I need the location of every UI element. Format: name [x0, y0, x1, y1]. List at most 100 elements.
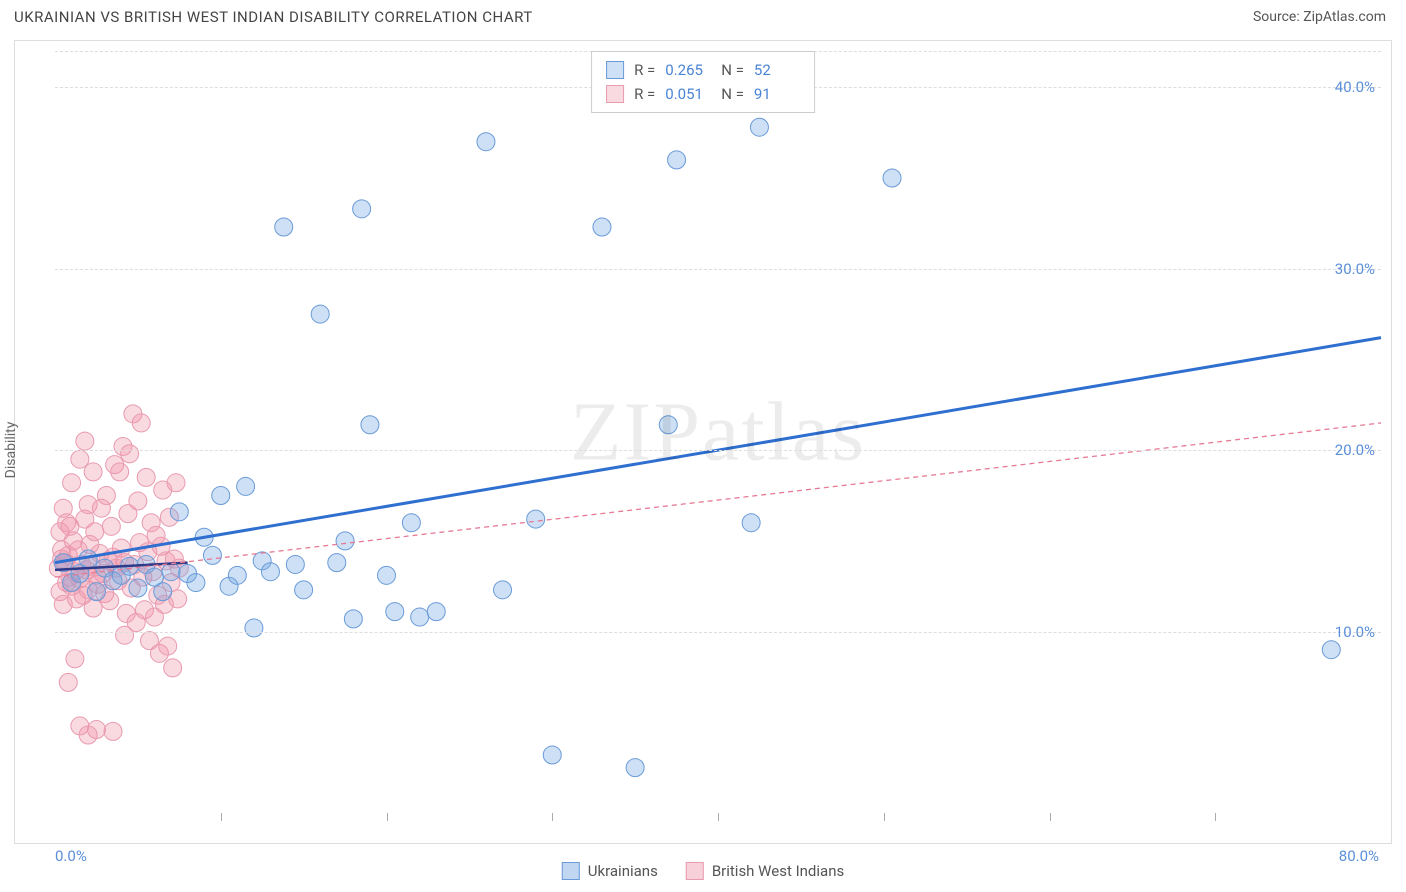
scatter-point — [237, 477, 255, 495]
scatter-point — [212, 487, 230, 505]
scatter-point — [203, 546, 221, 564]
source-label: Source: ZipAtlas.com — [1253, 9, 1386, 25]
scatter-point — [159, 637, 177, 655]
scatter-point — [132, 414, 150, 432]
legend-label: Ukrainians — [588, 862, 658, 880]
scatter-point — [76, 432, 94, 450]
scatter-point — [121, 445, 139, 463]
y-tick-label: 40.0% — [1335, 78, 1375, 96]
stat-r-label: R = — [634, 82, 655, 106]
y-tick-label: 10.0% — [1335, 623, 1375, 641]
stats-legend-row: R = 0.265 N = 52 — [606, 58, 800, 82]
scatter-point — [286, 555, 304, 573]
legend-swatch — [686, 862, 704, 880]
legend-swatch — [606, 85, 624, 103]
scatter-point — [353, 200, 371, 218]
chart-title: UKRAINIAN VS BRITISH WEST INDIAN DISABIL… — [14, 8, 533, 26]
scatter-point — [79, 496, 97, 514]
scatter-point — [742, 514, 760, 532]
scatter-point — [129, 579, 147, 597]
scatter-point — [59, 673, 77, 691]
y-axis-label: Disability — [3, 422, 19, 479]
legend-item: British West Indians — [686, 862, 844, 880]
scatter-point — [63, 474, 81, 492]
legend-label: British West Indians — [712, 862, 844, 880]
legend-swatch — [606, 61, 624, 79]
stat-n-label: N = — [721, 82, 744, 106]
x-tick — [387, 813, 388, 821]
x-axis-min-label: 0.0% — [55, 847, 87, 865]
scatter-point — [328, 554, 346, 572]
legend-swatch — [562, 862, 580, 880]
scatter-point — [883, 169, 901, 187]
x-tick — [221, 813, 222, 821]
scatter-point — [527, 510, 545, 528]
y-tick-label: 30.0% — [1335, 260, 1375, 278]
stat-n-value: 91 — [754, 82, 800, 106]
scatter-point — [162, 563, 180, 581]
scatter-point — [668, 151, 686, 169]
chart-container: Disability ZIPatlas 10.0%20.0%30.0%40.0%… — [14, 40, 1392, 844]
scatter-point — [97, 487, 115, 505]
scatter-point — [378, 566, 396, 584]
stat-n-label: N = — [721, 58, 744, 82]
scatter-point — [187, 574, 205, 592]
x-axis-max-label: 80.0% — [1339, 847, 1379, 865]
stat-r-value: 0.265 — [665, 58, 711, 82]
x-tick — [552, 813, 553, 821]
scatter-point — [86, 523, 104, 541]
x-tick — [1050, 813, 1051, 821]
scatter-point — [411, 608, 429, 626]
scatter-point — [344, 610, 362, 628]
scatter-point — [386, 603, 404, 621]
scatter-point — [427, 603, 445, 621]
scatter-point — [104, 722, 122, 740]
scatter-point — [167, 474, 185, 492]
scatter-point — [84, 463, 102, 481]
scatter-point — [275, 218, 293, 236]
scatter-point — [477, 133, 495, 151]
scatter-point — [543, 746, 561, 764]
trend-line — [55, 423, 1381, 577]
series-legend: Ukrainians British West Indians — [562, 862, 844, 880]
x-tick — [1215, 813, 1216, 821]
plot-area: ZIPatlas 10.0%20.0%30.0%40.0% — [55, 51, 1381, 813]
scatter-point — [659, 416, 677, 434]
scatter-point — [84, 599, 102, 617]
scatter-point — [79, 726, 97, 744]
scatter-point — [311, 305, 329, 323]
scatter-point — [137, 468, 155, 486]
stat-n-value: 52 — [754, 58, 800, 82]
scatter-point — [87, 583, 105, 601]
legend-item: Ukrainians — [562, 862, 658, 880]
scatter-point — [336, 532, 354, 550]
scatter-point — [228, 566, 246, 584]
scatter-point — [245, 619, 263, 637]
scatter-point — [295, 581, 313, 599]
scatter-point — [61, 517, 79, 535]
x-tick — [884, 813, 885, 821]
scatter-point — [66, 650, 84, 668]
scatter-point — [129, 492, 147, 510]
scatter-point — [116, 626, 134, 644]
scatter-point — [402, 514, 420, 532]
stat-r-label: R = — [634, 58, 655, 82]
gridline — [55, 632, 1381, 633]
stats-legend-row: R = 0.051 N = 91 — [606, 82, 800, 106]
x-tick — [718, 813, 719, 821]
scatter-point — [361, 416, 379, 434]
gridline — [55, 450, 1381, 451]
y-tick-label: 20.0% — [1335, 441, 1375, 459]
scatter-point — [154, 583, 172, 601]
scatter-point — [1322, 641, 1340, 659]
scatter-point — [164, 659, 182, 677]
scatter-point — [111, 463, 129, 481]
scatter-point — [494, 581, 512, 599]
scatter-point — [102, 517, 120, 535]
scatter-point — [170, 503, 188, 521]
scatter-point — [750, 118, 768, 136]
scatter-point — [261, 563, 279, 581]
stats-legend: R = 0.265 N = 52 R = 0.051 N = 91 — [591, 51, 815, 113]
stat-r-value: 0.051 — [665, 82, 711, 106]
scatter-plot-svg — [55, 51, 1381, 813]
